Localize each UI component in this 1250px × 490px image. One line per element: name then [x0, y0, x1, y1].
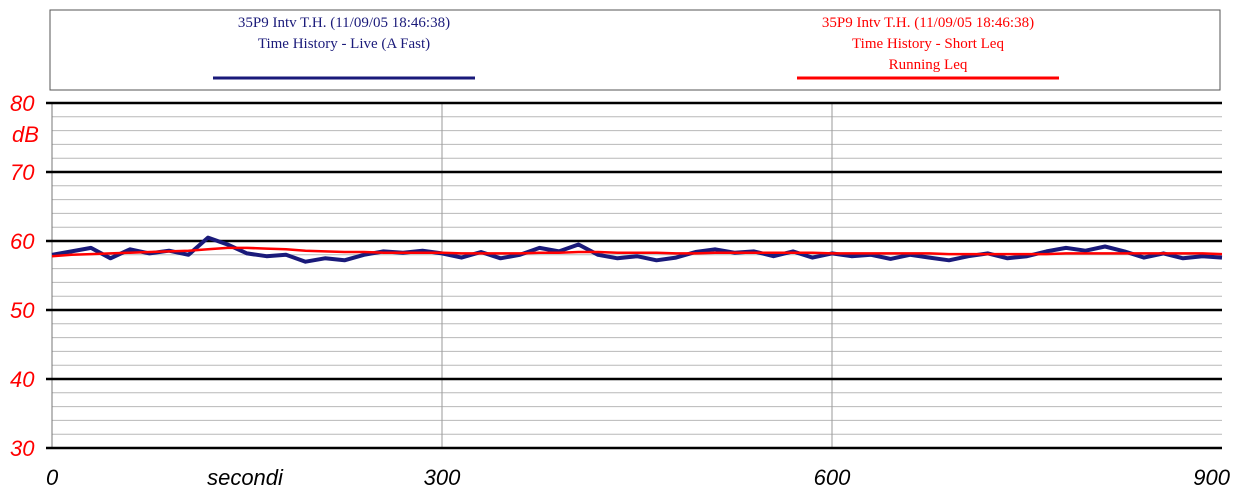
- y-tick-label: 70: [10, 160, 35, 185]
- series-live-line: [51, 235, 1223, 264]
- x-tick-label: 900: [1193, 465, 1230, 490]
- y-tick-label: 30: [10, 436, 35, 461]
- plot-grid: [46, 101, 1222, 450]
- y-tick-label: 60: [10, 229, 35, 254]
- legend-right-line3: Running Leq: [889, 57, 968, 73]
- x-tick-label: 0: [46, 465, 59, 490]
- y-tick-label: 50: [10, 298, 35, 323]
- x-axis-label: secondi: [207, 465, 284, 490]
- series-running-leq-line: [51, 246, 1223, 258]
- y-axis-unit: dB: [12, 122, 39, 147]
- legend-left-line2: Time History - Live (A Fast): [258, 36, 430, 52]
- legend-left-line1: 35P9 Intv T.H. (11/09/05 18:46:38): [238, 15, 450, 31]
- plot-series: [51, 235, 1223, 264]
- y-tick-label: 40: [10, 367, 35, 392]
- x-tick-label: 600: [814, 465, 851, 490]
- legend-right-line2: Time History - Short Leq: [852, 36, 1004, 52]
- x-tick-label: 300: [424, 465, 461, 490]
- legend-right-line1: 35P9 Intv T.H. (11/09/05 18:46:38): [822, 15, 1034, 31]
- y-tick-label: 80: [10, 91, 35, 116]
